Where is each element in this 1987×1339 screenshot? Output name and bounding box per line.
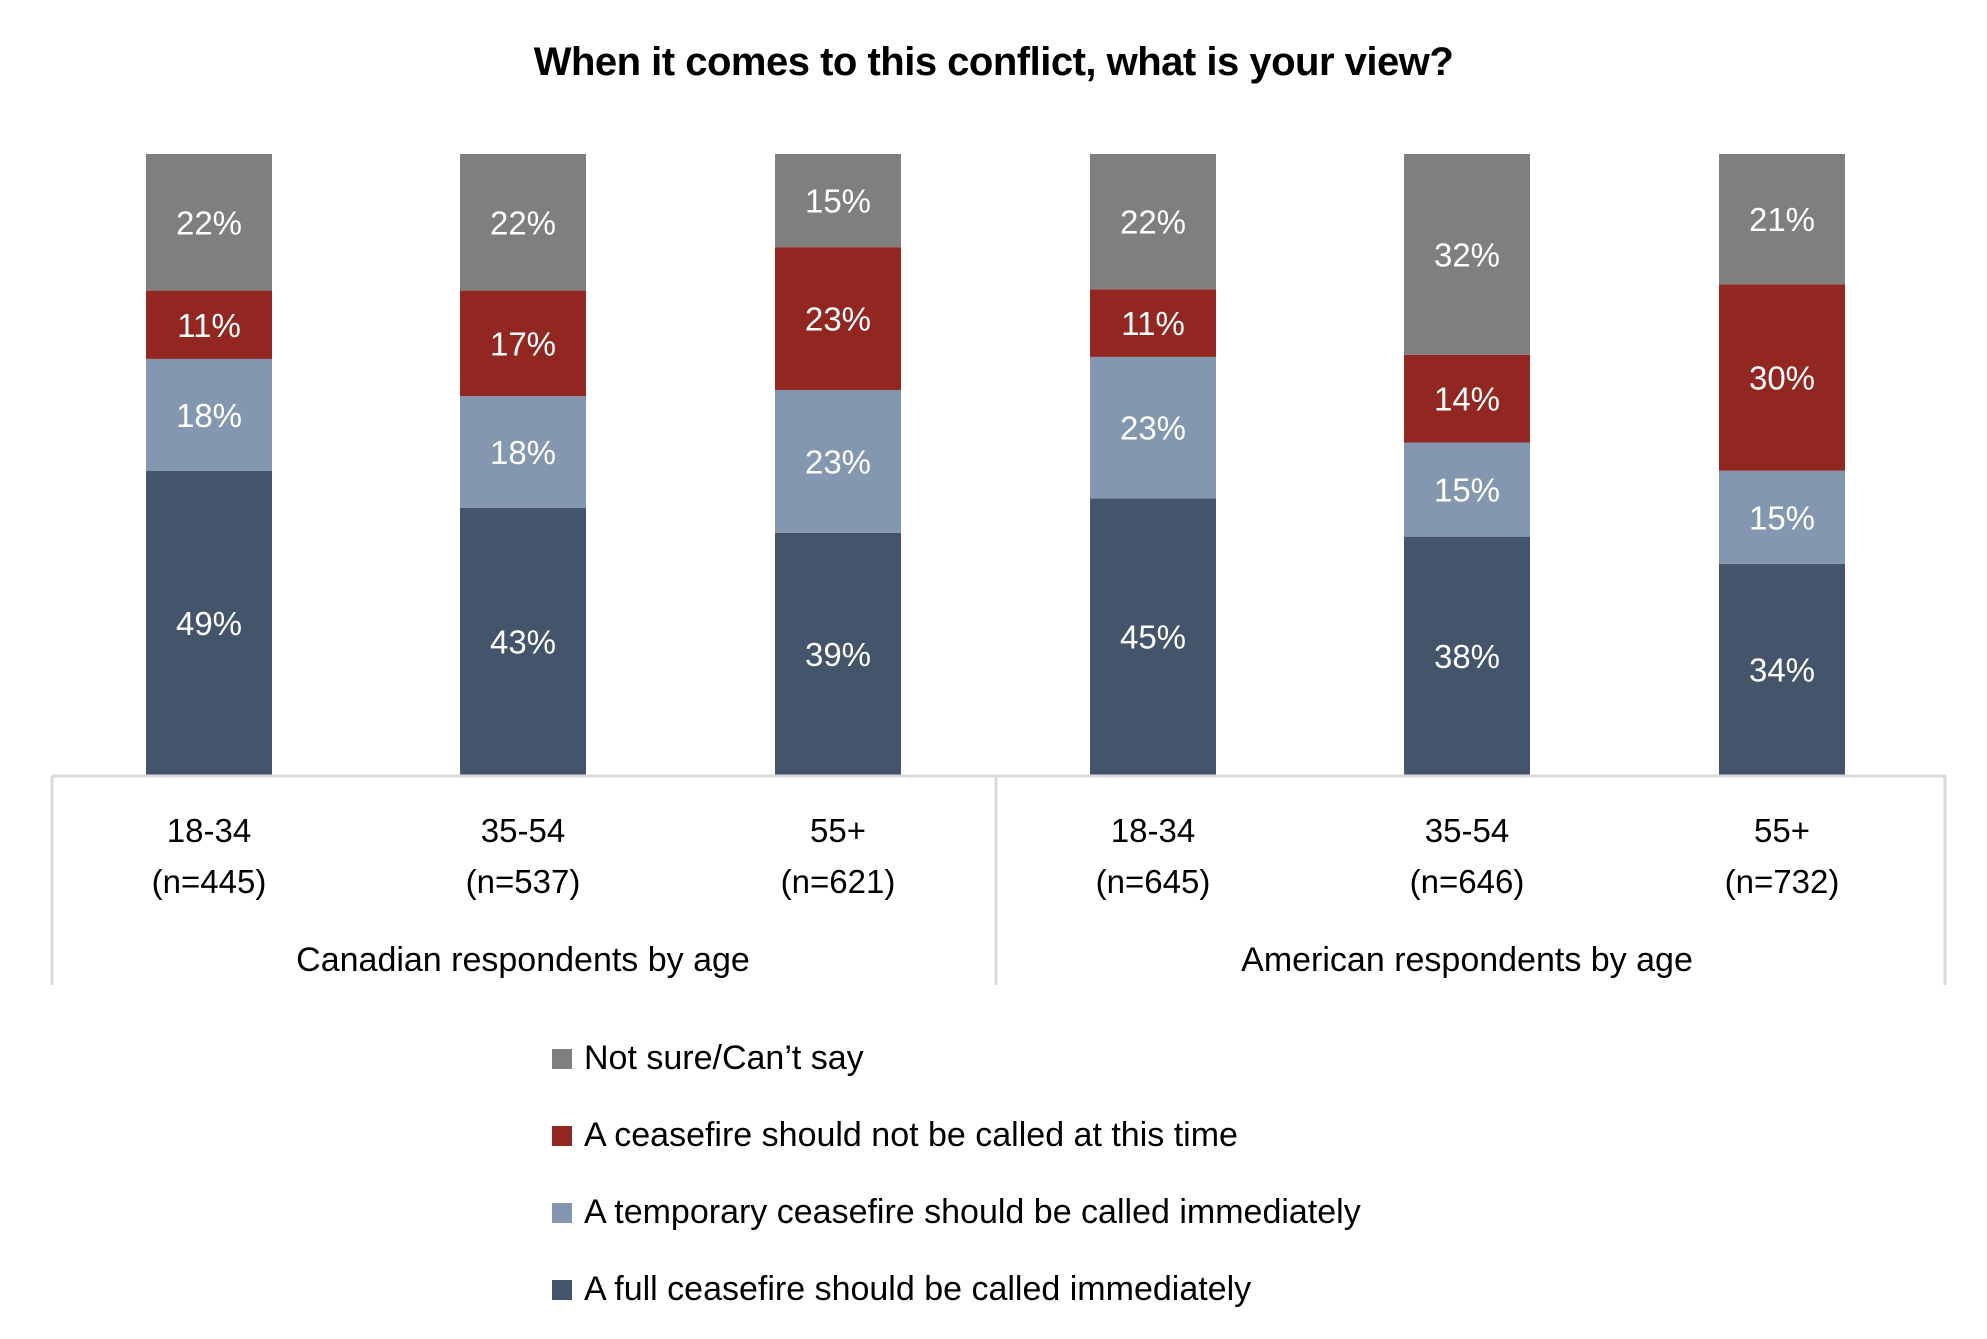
legend-item: A ceasefire should not be called at this… [552, 1097, 1361, 1174]
data-label: 32% [1434, 236, 1500, 273]
data-label: 22% [490, 204, 556, 241]
legend: Not sure/Can’t say A ceasefire should not… [552, 1020, 1361, 1328]
bar-segment [460, 507, 586, 775]
data-label: 23% [1120, 410, 1186, 447]
category-tick-label: 35-54 [1425, 812, 1509, 849]
data-label: 39% [805, 636, 871, 673]
category-sample-size: (n=645) [1096, 863, 1211, 900]
data-label: 15% [1434, 472, 1500, 509]
category-tick-label: 55+ [1754, 812, 1810, 849]
bar-segment [146, 358, 272, 471]
group-label: Canadian respondents by age [296, 941, 750, 979]
legend-swatch [552, 1048, 572, 1069]
bar-segment [1404, 536, 1530, 775]
bar-segment [1090, 289, 1216, 357]
category-axis [50, 774, 1947, 985]
data-label: 18% [176, 397, 242, 434]
bar-segment [1090, 498, 1216, 775]
bar-segment [1090, 356, 1216, 499]
data-label: 11% [1121, 305, 1185, 342]
data-label: 22% [1120, 204, 1186, 241]
bar-segment [775, 532, 901, 775]
group-label: American respondents by age [1241, 941, 1693, 979]
bar-segment [460, 290, 586, 397]
legend-label: A ceasefire should not be called at this… [584, 1116, 1238, 1154]
bar-segment [1404, 442, 1530, 537]
bar-segment [775, 389, 901, 533]
category-tick-label: 18-34 [1111, 812, 1195, 849]
data-label: 34% [1749, 651, 1815, 688]
data-label: 23% [805, 301, 871, 338]
bar-segment [460, 396, 586, 508]
category-sample-size: (n=537) [466, 863, 581, 900]
data-label: 15% [805, 183, 871, 220]
data-label: 21% [1749, 201, 1815, 238]
legend-swatch [552, 1125, 572, 1146]
bar-segment [146, 154, 272, 291]
category-tick-label: 55+ [810, 812, 866, 849]
legend-label: A full ceasefire should be called immedi… [584, 1270, 1252, 1308]
chart-title: When it comes to this conflict, what is … [533, 40, 1454, 84]
data-label: 11% [177, 307, 241, 344]
legend-swatch [552, 1279, 572, 1300]
data-label: 22% [176, 204, 242, 241]
data-label: 18% [490, 434, 556, 471]
legend-label: A temporary ceasefire should be called i… [584, 1193, 1361, 1231]
data-label: 30% [1749, 360, 1815, 397]
data-label: 38% [1434, 638, 1500, 675]
category-sample-size: (n=445) [152, 863, 267, 900]
bar-segment [1719, 154, 1845, 285]
data-label: 17% [490, 325, 556, 362]
bars-layer [146, 154, 1845, 775]
bar-segment [1090, 154, 1216, 290]
data-label: 14% [1434, 381, 1500, 418]
bar-segment [1719, 470, 1845, 564]
category-sample-size: (n=621) [781, 863, 896, 900]
labels-layer: 49% 18% 11% 22% 18-34 (n=445) 43% 18% 17% 22% 35-5… [152, 183, 1840, 979]
bar-segment [146, 290, 272, 359]
bar-segment [1719, 284, 1845, 471]
data-label: 45% [1120, 619, 1186, 656]
data-label: 15% [1749, 499, 1815, 536]
data-label: 49% [176, 605, 242, 642]
bar-segment [775, 154, 901, 248]
data-label: 43% [490, 623, 556, 660]
legend-item: A full ceasefire should be called immedi… [552, 1251, 1361, 1328]
legend-swatch [552, 1202, 572, 1223]
data-label: 23% [805, 443, 871, 480]
bar-segment [146, 470, 272, 775]
bar-segment [1404, 354, 1530, 443]
legend-item: Not sure/Can’t say [552, 1020, 1361, 1097]
category-tick-label: 18-34 [167, 812, 251, 849]
legend-item: A temporary ceasefire should be called i… [552, 1174, 1361, 1251]
bar-segment [775, 247, 901, 390]
category-sample-size: (n=732) [1725, 863, 1840, 900]
category-sample-size: (n=646) [1410, 863, 1525, 900]
bar-segment [460, 154, 586, 291]
legend-label: Not sure/Can’t say [584, 1039, 864, 1077]
bar-segment [1404, 154, 1530, 355]
bar-segment [1719, 563, 1845, 775]
category-tick-label: 35-54 [481, 812, 565, 849]
